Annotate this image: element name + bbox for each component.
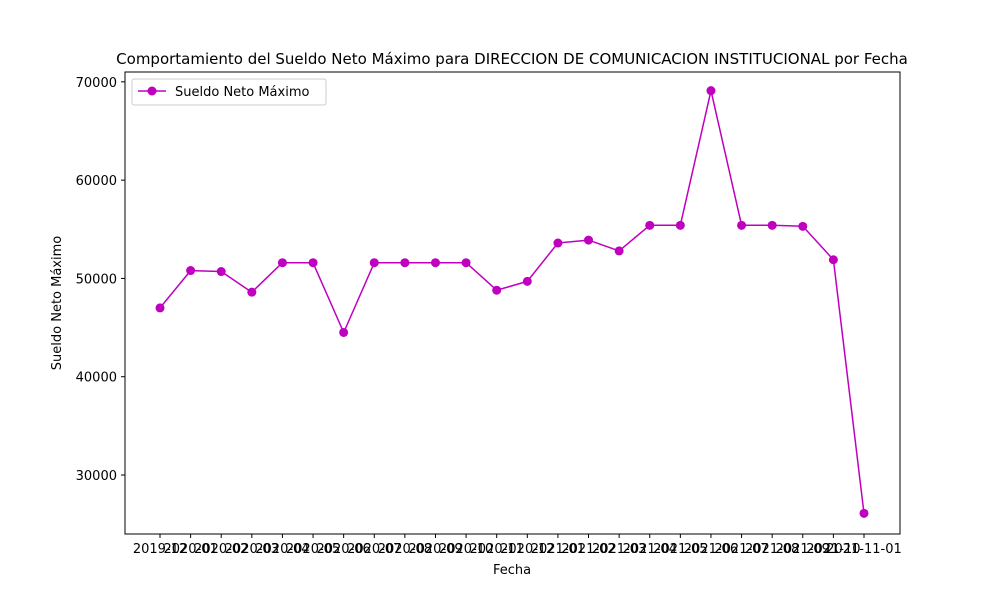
x-tick-label: 2021-07 <box>714 542 768 557</box>
y-tick-label: 60000 <box>76 174 117 189</box>
data-point <box>553 238 563 248</box>
data-point <box>277 258 287 268</box>
x-tick-label: 2021-01 <box>531 542 585 557</box>
data-point <box>216 267 226 277</box>
y-tick-label: 40000 <box>76 371 117 386</box>
x-tick-label: 2020-07 <box>347 542 401 557</box>
x-axis: 2019-122020-012020-022020-032020-042020-… <box>133 534 902 557</box>
x-tick-label: 2021-03 <box>592 542 646 557</box>
x-tick-label: 2020-05 <box>286 542 340 557</box>
legend-box <box>131 78 327 106</box>
y-tick-label: 30000 <box>76 469 117 484</box>
x-tick-label: 2020-03 <box>225 542 279 557</box>
y-axis-label: Sueldo Neto Máximo <box>50 236 65 370</box>
x-tick-label: 2020-12 <box>500 542 554 557</box>
x-tick-label: 2021-10 <box>806 542 860 557</box>
data-point <box>859 508 869 518</box>
data-point <box>522 276 532 286</box>
x-tick-label: 2021-11-01 <box>826 542 902 557</box>
data-point <box>492 285 502 295</box>
legend-label: Sueldo Neto Máximo <box>175 85 309 100</box>
series-layer <box>155 86 869 518</box>
x-tick-label: 2019-12 <box>133 542 187 557</box>
legend: Sueldo Neto Máximo <box>131 78 327 106</box>
x-tick-label: 2021-06 <box>684 542 738 557</box>
y-tick-label: 50000 <box>76 272 117 287</box>
series-line <box>159 89 865 514</box>
data-point <box>186 266 196 276</box>
x-tick-label: 2020-06 <box>316 542 370 557</box>
x-tick-label: 2021-08 <box>745 542 799 557</box>
data-point <box>767 220 777 230</box>
data-point <box>369 258 379 268</box>
plot-area-frame <box>124 71 901 535</box>
data-point <box>461 258 471 268</box>
data-point <box>339 327 349 337</box>
data-point <box>247 287 257 297</box>
x-tick-label: 2020-08 <box>378 542 432 557</box>
data-point <box>798 221 808 231</box>
x-tick-label: 2020-01 <box>163 542 217 557</box>
data-point <box>737 220 747 230</box>
y-axis: 30000 40000 50000 60000 70000 <box>76 76 125 484</box>
chart-title: Comportamiento del Sueldo Neto Máximo pa… <box>116 50 908 68</box>
data-point <box>584 235 594 245</box>
x-tick-label: 2021-09 <box>776 542 830 557</box>
data-point <box>675 220 685 230</box>
x-axis-label: Fecha <box>493 563 531 578</box>
x-tick-label: 2020-11 <box>470 542 524 557</box>
data-point <box>400 258 410 268</box>
data-point <box>614 246 624 256</box>
data-point <box>155 303 165 313</box>
x-tick-label: 2020-10 <box>439 542 493 557</box>
x-tick-label: 2021-02 <box>561 542 615 557</box>
x-tick-label: 2021-04 <box>623 542 677 557</box>
data-point <box>308 258 318 268</box>
y-tick-label: 70000 <box>76 76 117 91</box>
data-point <box>645 220 655 230</box>
x-tick-label: 2020-04 <box>255 542 309 557</box>
x-tick-label: 2020-02 <box>194 542 248 557</box>
legend-marker <box>147 86 157 96</box>
data-point <box>706 86 716 96</box>
data-point <box>430 258 440 268</box>
x-tick-label: 2020-09 <box>408 542 462 557</box>
data-point <box>828 255 838 265</box>
x-tick-label: 2021-05 <box>653 542 707 557</box>
